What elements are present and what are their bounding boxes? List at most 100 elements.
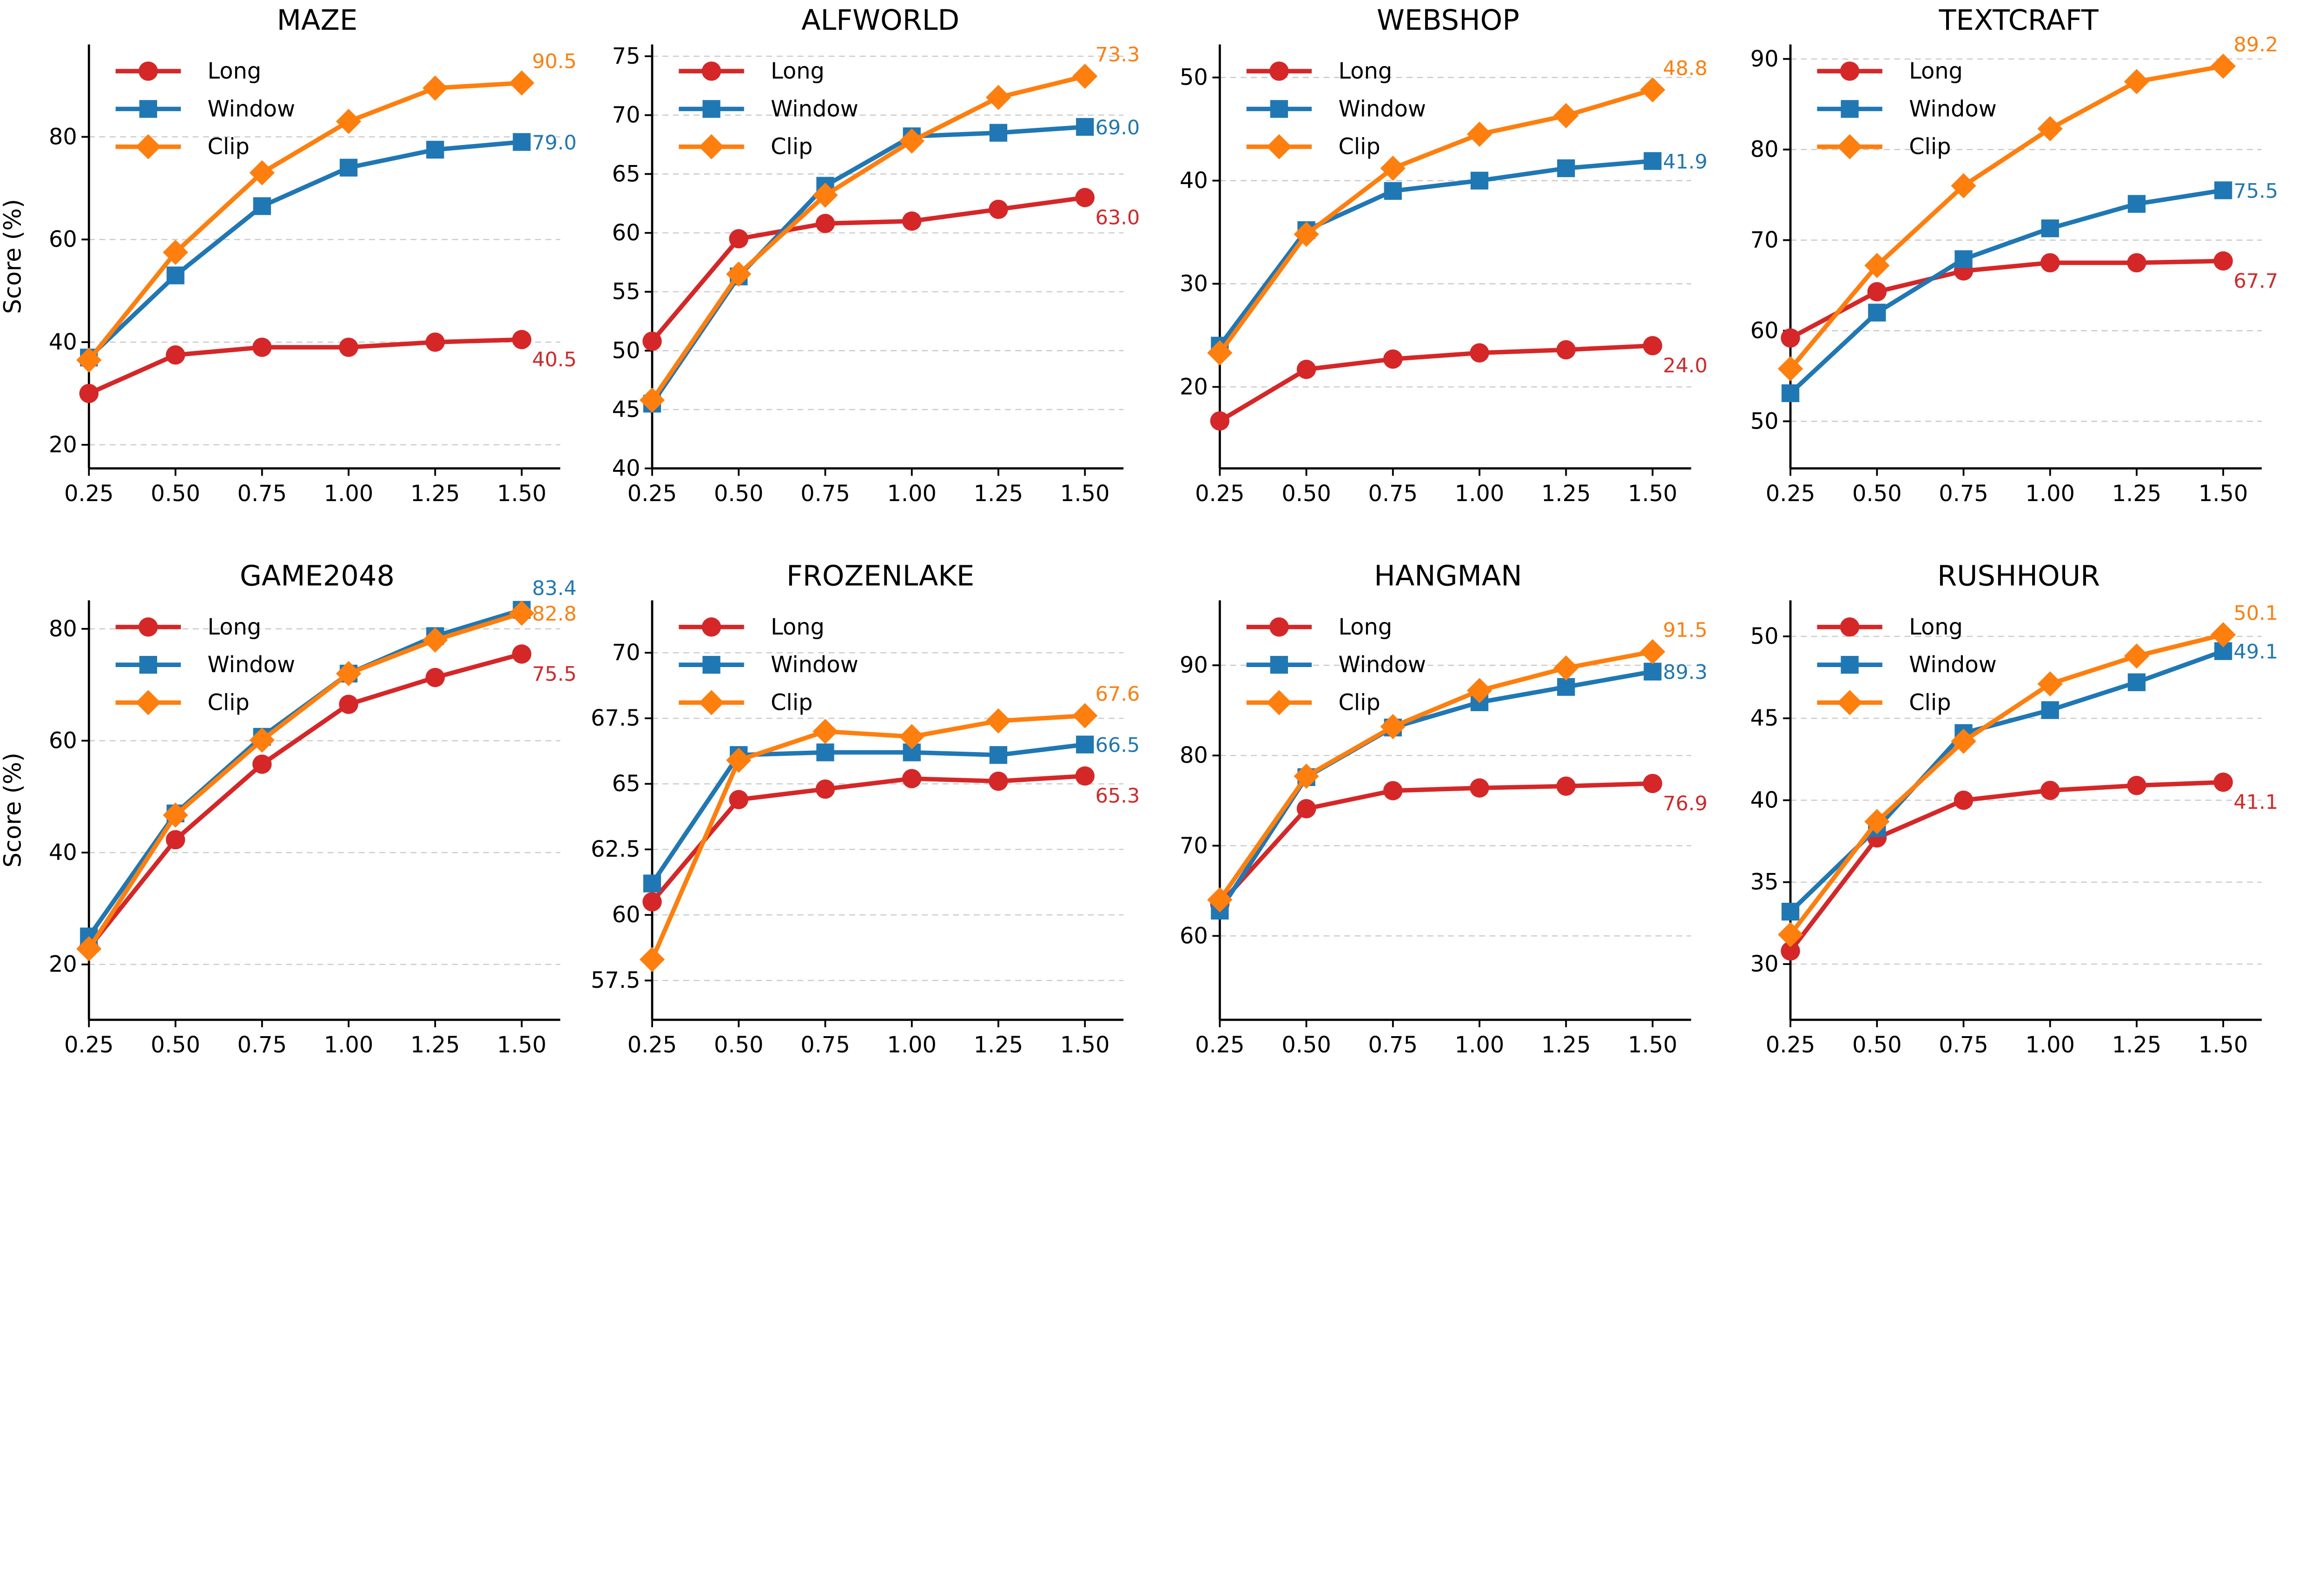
legend-label: Clip (1338, 690, 1380, 715)
data-point (1954, 250, 1973, 268)
legend-marker (135, 690, 161, 715)
chart-title: MAZE (277, 4, 357, 37)
data-point (2124, 643, 2150, 669)
series-clip: 50.1 (1777, 602, 2278, 947)
data-point (729, 790, 749, 809)
end-value-label: 73.3 (1096, 43, 1140, 66)
data-point (989, 746, 1008, 764)
x-tick-label: 0.50 (1281, 1032, 1331, 1054)
legend-marker (1840, 617, 1860, 637)
x-tick-label: 1.50 (497, 1032, 547, 1054)
x-tick-label: 1.00 (2025, 481, 2075, 507)
legend-item-window: Window (115, 96, 295, 122)
data-point (252, 337, 272, 357)
legend-marker (1841, 656, 1859, 674)
end-value-label: 63.0 (1096, 206, 1140, 229)
x-tick-label: 0.25 (1766, 1032, 1816, 1054)
x-tick-label: 0.50 (1852, 481, 1902, 507)
end-value-label: 65.3 (1096, 785, 1140, 808)
x-tick-label: 0.25 (1766, 481, 1816, 507)
data-point (425, 668, 445, 688)
y-tick-label: 50 (1750, 624, 1779, 649)
data-point (1954, 790, 1974, 810)
data-point (642, 331, 662, 351)
series-line (1789, 649, 2224, 913)
x-tick-label: 1.25 (410, 481, 460, 507)
legend-item-window: Window (679, 96, 858, 122)
data-point (1072, 63, 1098, 89)
data-point (2124, 69, 2150, 94)
data-point (1466, 121, 1492, 147)
y-tick-label: 62.5 (591, 837, 640, 862)
legend-label: Long (207, 615, 261, 640)
legend-label: Window (771, 96, 858, 122)
data-point (423, 75, 448, 101)
x-tick-label: 0.75 (1939, 1032, 1988, 1054)
data-point (1777, 922, 1803, 947)
x-tick-label: 1.25 (974, 481, 1023, 507)
legend-item-clip: Clip (1246, 134, 1380, 160)
y-tick-label: 75 (612, 44, 640, 69)
data-point (985, 85, 1011, 110)
data-point (639, 387, 665, 413)
data-point (1556, 776, 1576, 796)
legend-label: Window (1338, 652, 1426, 678)
legend-marker (139, 656, 158, 674)
data-point (1557, 678, 1575, 696)
legend-marker (1269, 617, 1289, 637)
legend-label: Clip (1909, 134, 1951, 160)
data-point (1470, 172, 1489, 190)
data-point (1470, 778, 1489, 798)
legend-item-long: Long (1817, 615, 1963, 640)
data-point (1864, 253, 1890, 278)
end-value-label: 48.8 (1663, 57, 1708, 80)
data-point (1557, 159, 1575, 178)
legend-marker (702, 100, 720, 118)
data-point (2127, 195, 2146, 213)
chart-title: WEBSHOP (1377, 4, 1519, 37)
legend-marker (699, 690, 724, 715)
y-tick-label: 60 (612, 220, 640, 246)
series-clip: 73.3 (639, 43, 1140, 413)
data-point (339, 337, 358, 357)
series-clip: 82.8 (76, 601, 577, 962)
data-point (2040, 780, 2060, 800)
legend-label: Long (771, 615, 825, 640)
end-value-label: 41.1 (2233, 791, 2278, 814)
legend-marker (1840, 61, 1860, 81)
y-tick-label: 90 (1750, 46, 1779, 72)
data-point (509, 70, 535, 96)
data-point (1383, 781, 1403, 800)
y-tick-label: 35 (1750, 870, 1779, 895)
chart-rushhour: RUSHHOUR 30 35 40 45 50 0.25 0.50 0.75 1.00 1.25 1.… (1750, 560, 2278, 1054)
end-value-label: 89.2 (2233, 33, 2278, 57)
series-line (1218, 87, 1653, 354)
y-tick-label: 65 (612, 161, 640, 187)
series-line (1218, 343, 1653, 423)
x-tick-label: 1.50 (1060, 481, 1110, 507)
data-point (1644, 662, 1662, 681)
y-tick-label: 80 (1750, 137, 1779, 163)
end-value-label: 79.0 (532, 131, 577, 154)
series-line (87, 652, 522, 949)
x-tick-label: 1.00 (324, 1032, 374, 1054)
x-tick-label: 1.50 (1628, 481, 1677, 507)
legend-marker (135, 134, 161, 159)
series-window: 75.5 (1781, 179, 2278, 403)
data-point (2041, 701, 2059, 719)
figure: MAZE 20 40 60 80 0.25 0.50 0.75 1.00 1.25 1.50 Scor… (0, 4, 2278, 1054)
data-point (2041, 219, 2059, 238)
series-clip: 89.2 (1777, 33, 2278, 382)
data-point (2127, 776, 2146, 795)
data-point (2037, 116, 2063, 141)
x-tick-label: 1.25 (2112, 481, 2162, 507)
legend-item-long: Long (679, 59, 825, 84)
legend-label: Long (1909, 59, 1963, 84)
series-line (87, 139, 522, 359)
data-point (165, 345, 185, 365)
x-tick-label: 0.75 (1939, 481, 1988, 507)
series-long: 65.3 (642, 766, 1140, 912)
x-tick-label: 1.00 (2025, 1032, 2075, 1054)
y-tick-label: 50 (612, 338, 640, 364)
series-line (88, 337, 522, 396)
